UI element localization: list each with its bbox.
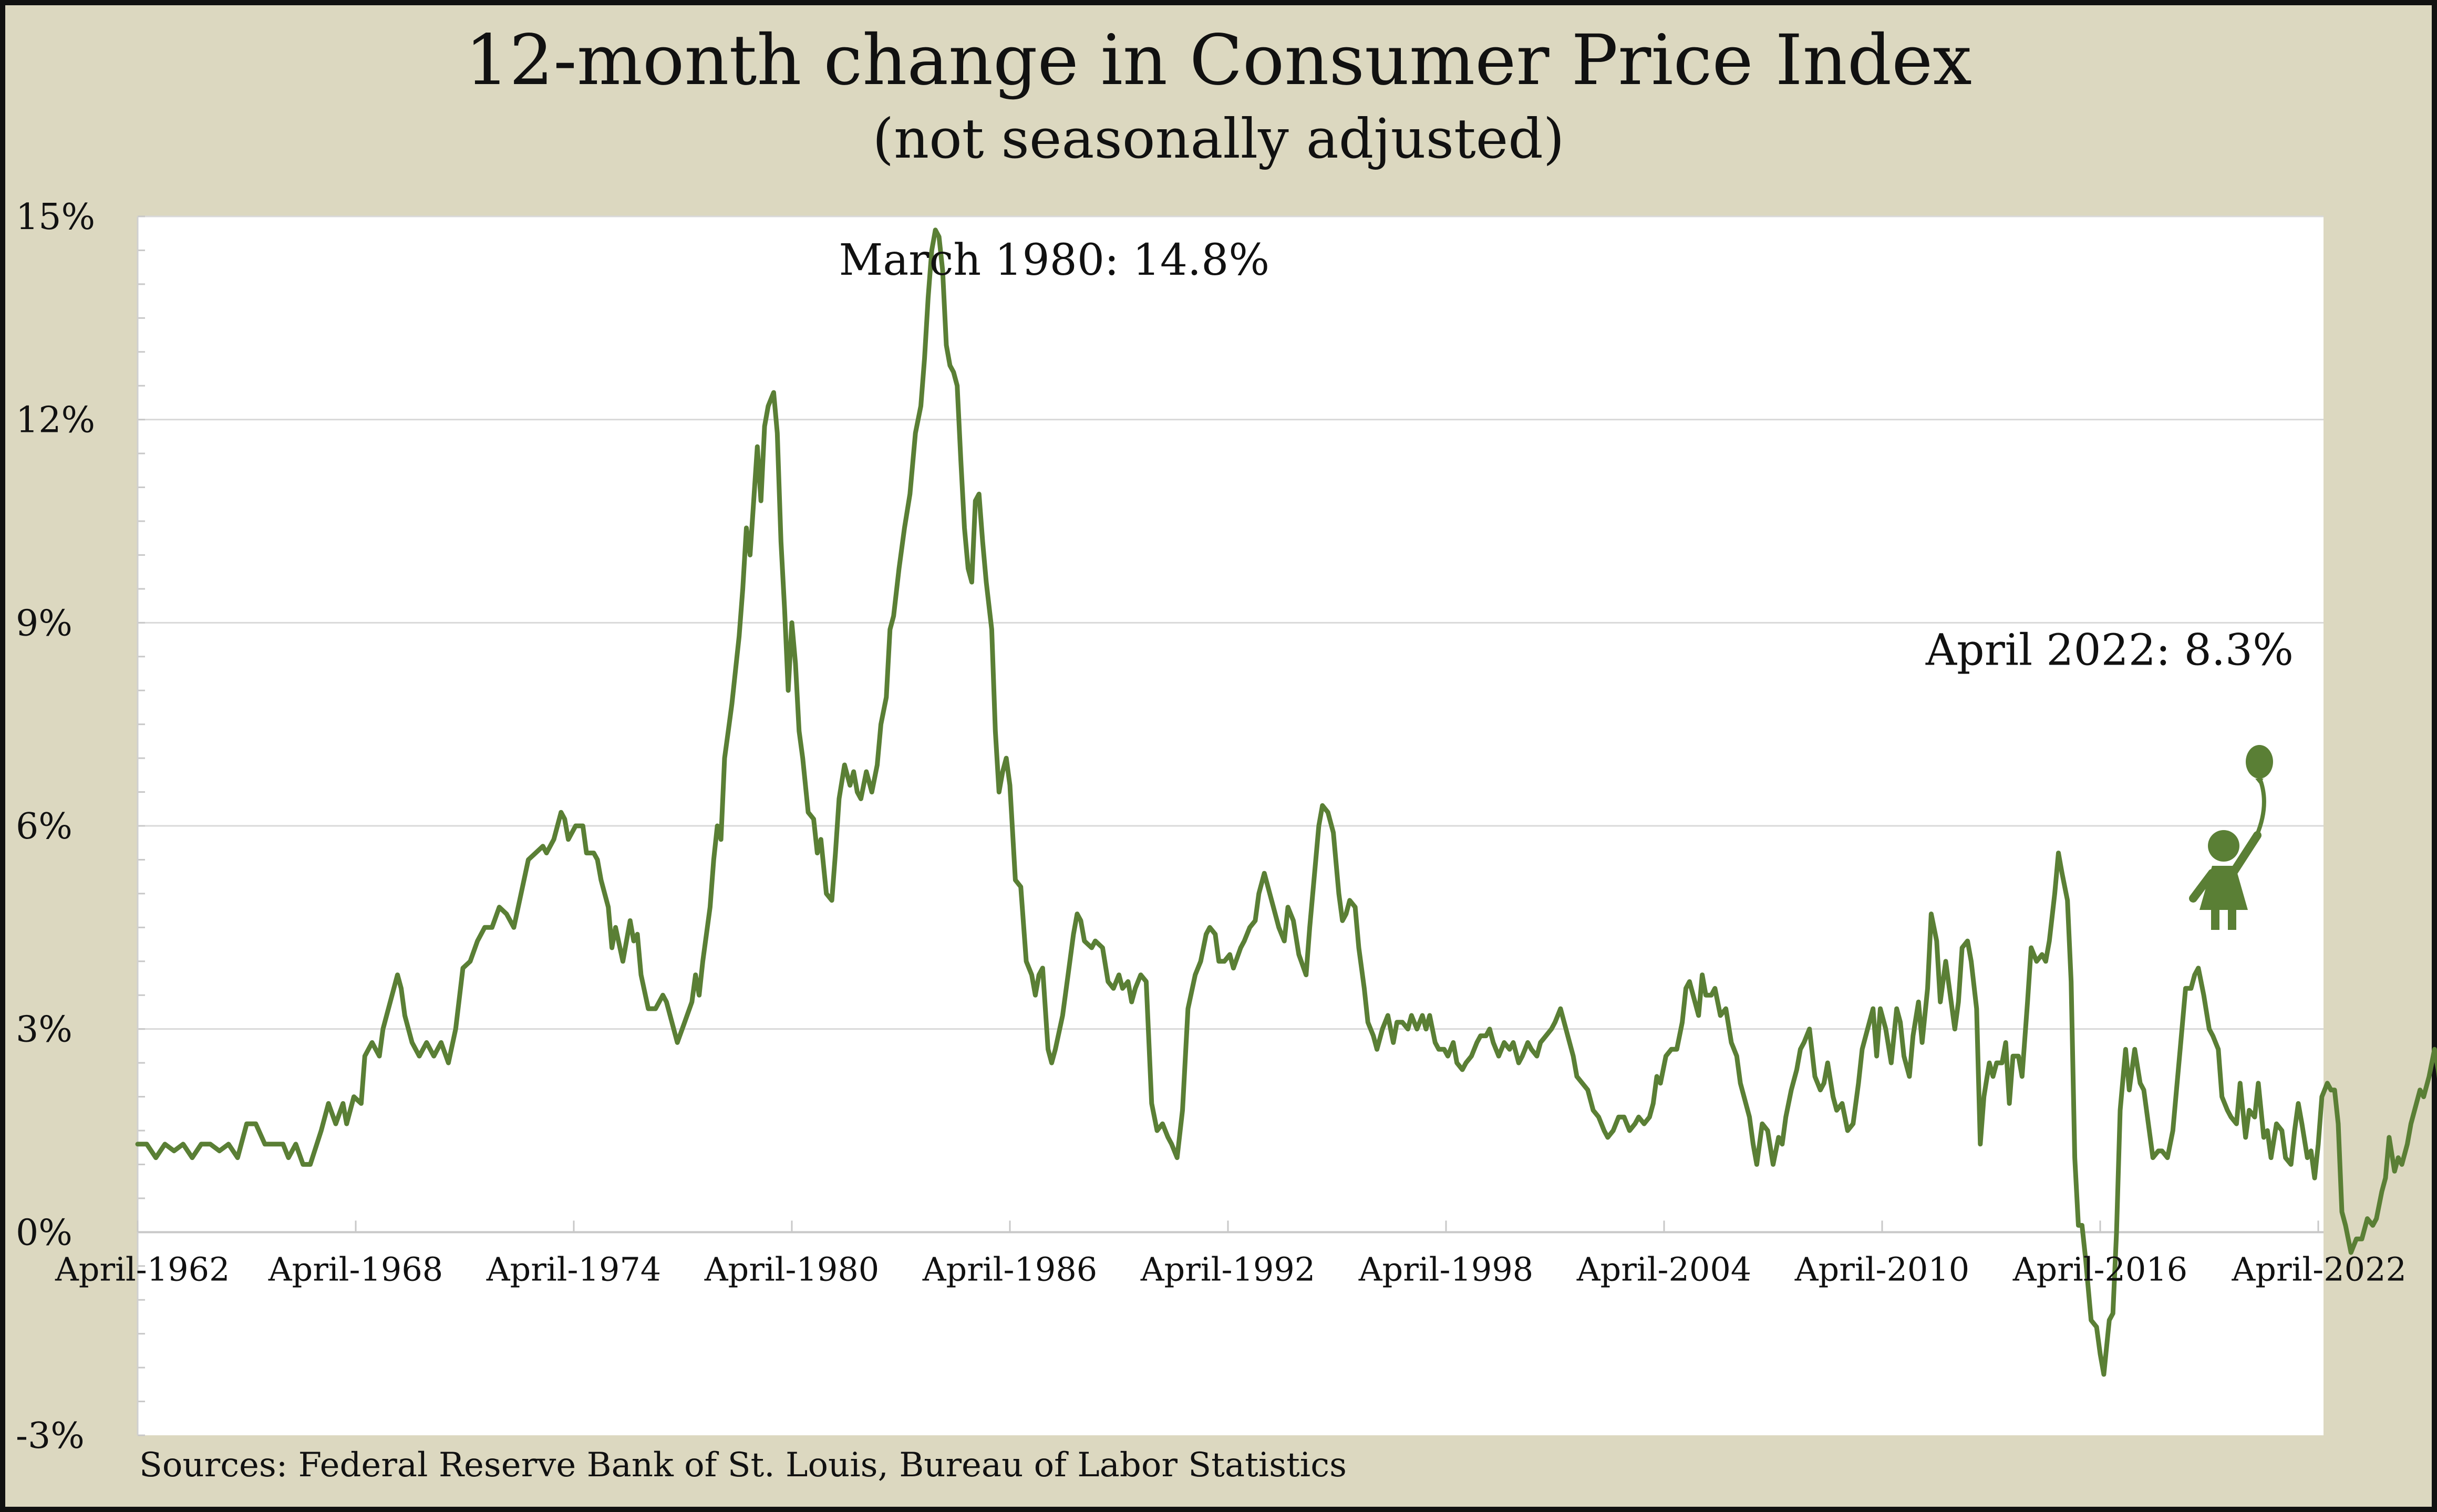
annotation-april-2022: April 2022: 8.3% (1925, 626, 2294, 676)
y-tick-label: 3% (16, 1009, 73, 1051)
axes (137, 216, 2324, 1435)
cpi-series-line (135, 227, 2437, 1377)
x-tick-label: April-1998 (1358, 1250, 1534, 1288)
gridlines (138, 215, 2324, 1030)
x-tick-label: April-1968 (268, 1250, 443, 1288)
annotations: March 1980: 14.8% April 2022: 8.3% (839, 235, 2294, 676)
y-tick-label: 9% (16, 603, 73, 644)
x-tick-label: April-2022 (2232, 1250, 2407, 1288)
child-with-balloon-icon (2189, 745, 2273, 930)
y-tick-labels: -3% 0% 3% 6% 9% 12% 15% (16, 196, 95, 1457)
y-tick-label: 6% (16, 806, 73, 847)
source-note: Sources: Federal Reserve Bank of St. Lou… (139, 1446, 1347, 1485)
x-tick-label: April-1974 (486, 1250, 662, 1288)
series-line-layer (135, 227, 2437, 1377)
y-tick-label: -3% (16, 1415, 85, 1457)
x-tick-label: April-2004 (1576, 1250, 1752, 1288)
annotation-peak-1980: March 1980: 14.8% (839, 235, 1269, 285)
x-tick-label: April-1986 (922, 1250, 1098, 1288)
y-tick-label: 15% (16, 196, 95, 238)
x-tick-label: April-1992 (1140, 1250, 1316, 1288)
x-tick-label: April-1962 (55, 1250, 230, 1288)
x-tick-label: April-1980 (704, 1250, 880, 1288)
chart-subtitle: (not seasonally adjusted) (872, 107, 1565, 171)
x-tick-label: April-2016 (2012, 1250, 2188, 1288)
x-tick-label: April-2010 (1794, 1250, 1970, 1288)
y-tick-label: 0% (16, 1212, 73, 1254)
chart-title: 12-month change in Consumer Price Index (465, 20, 1972, 101)
x-tick-labels: April-1962 April-1968 April-1974 April-1980… (55, 1250, 2407, 1288)
y-tick-label: 12% (16, 400, 95, 441)
